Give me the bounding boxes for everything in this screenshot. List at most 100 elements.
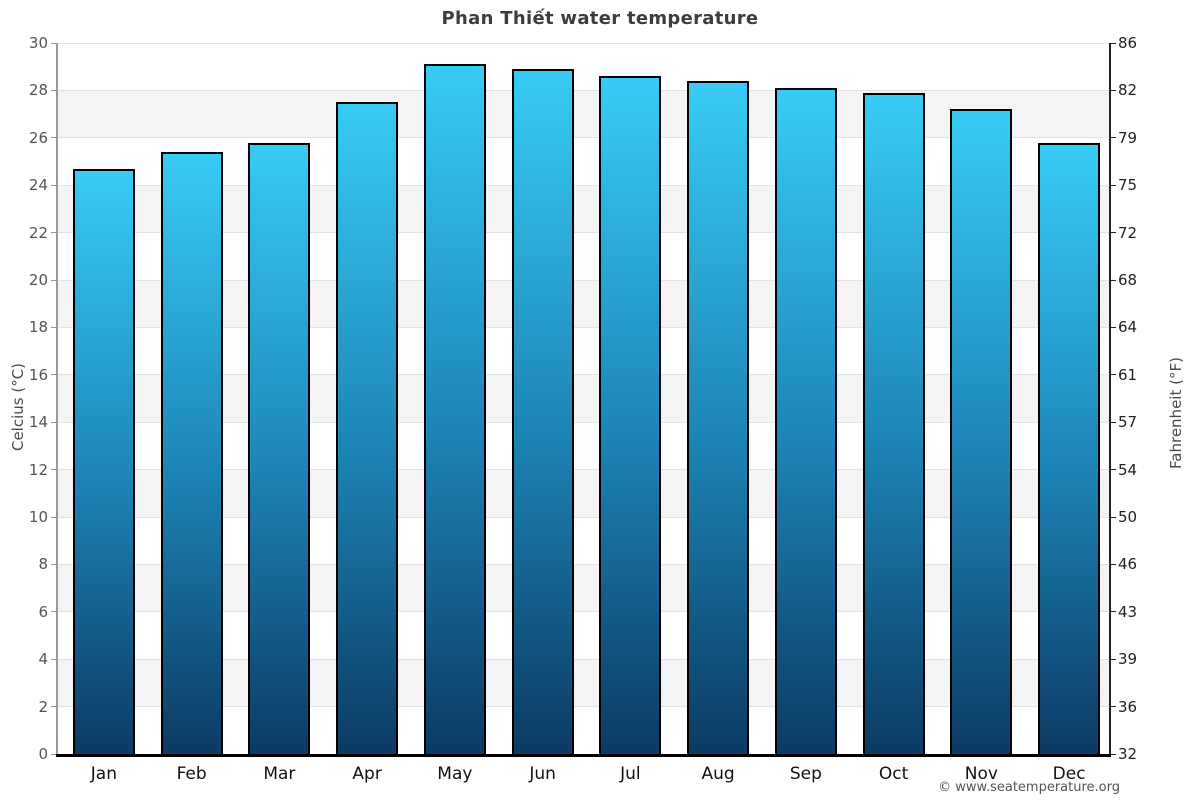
celsius-tick-label: 4 — [38, 650, 48, 669]
x-tick-label-jun: Jun — [529, 764, 556, 784]
celsius-tick-mark — [51, 706, 57, 708]
x-tick-label-jul: Jul — [620, 764, 641, 784]
copyright-text: © www.seatemperature.org — [938, 780, 1120, 795]
celsius-tick-mark — [51, 658, 57, 660]
plot-band — [57, 232, 1110, 280]
plot-band — [57, 422, 1110, 470]
celsius-tick-mark — [51, 374, 57, 376]
fahrenheit-tick-mark — [1110, 184, 1116, 186]
celsius-tick-mark — [51, 184, 57, 186]
gridline — [57, 374, 1110, 376]
x-tick-label-dec: Dec — [1052, 764, 1086, 784]
fahrenheit-tick-mark — [1110, 374, 1116, 376]
gridline — [57, 658, 1110, 660]
celsius-tick-label: 28 — [28, 81, 48, 100]
fahrenheit-tick-mark — [1110, 137, 1116, 139]
fahrenheit-tick-label: 32 — [1118, 745, 1138, 763]
x-tick-label-apr: Apr — [352, 764, 382, 784]
gridline — [57, 42, 1110, 44]
celsius-tick-label: 14 — [28, 413, 48, 432]
gridline — [57, 706, 1110, 708]
bar-oct — [862, 92, 925, 755]
x-tick-label-may: May — [437, 764, 473, 784]
plot-band — [57, 517, 1110, 565]
plot-band — [57, 185, 1110, 233]
plot-band — [57, 90, 1110, 138]
celsius-tick-mark — [51, 753, 57, 755]
fahrenheit-tick-mark — [1110, 658, 1116, 660]
fahrenheit-tick-mark — [1110, 563, 1116, 565]
bar-apr — [336, 102, 399, 755]
bar-mar — [248, 142, 311, 755]
bar-dec — [1038, 142, 1101, 755]
celsius-tick-mark — [51, 469, 57, 471]
fahrenheit-tick-label: 36 — [1118, 697, 1138, 716]
fahrenheit-tick-label: 79 — [1118, 128, 1138, 147]
x-tick-label-feb: Feb — [176, 764, 207, 784]
x-tick-label-nov: Nov — [964, 764, 998, 784]
celsius-tick-label: 26 — [28, 128, 48, 147]
bar-jul — [599, 76, 662, 755]
fahrenheit-tick-label: 39 — [1118, 650, 1138, 669]
gridline — [57, 611, 1110, 613]
celsius-tick-mark — [51, 326, 57, 328]
celsius-tick-mark — [51, 279, 57, 281]
celsius-tick-label: 20 — [28, 271, 48, 289]
plot-band — [57, 564, 1110, 612]
bar-nov — [950, 109, 1013, 755]
gridline — [57, 232, 1110, 234]
bottom-axis-line — [56, 754, 1111, 757]
plot-band — [57, 374, 1110, 423]
gridline — [57, 326, 1110, 328]
fahrenheit-tick-label: 82 — [1118, 81, 1138, 100]
fahrenheit-tick-mark — [1110, 611, 1116, 613]
fahrenheit-tick-mark — [1110, 232, 1116, 234]
celsius-tick-mark — [51, 421, 57, 423]
bar-jan — [72, 168, 135, 755]
plot-band — [57, 469, 1110, 517]
gridline — [57, 469, 1110, 471]
fahrenheit-tick-mark — [1110, 326, 1116, 328]
fahrenheit-tick-label: 68 — [1118, 271, 1138, 289]
fahrenheit-tick-mark — [1110, 279, 1116, 281]
x-tick-label-oct: Oct — [878, 764, 909, 784]
celsius-tick-label: 16 — [28, 365, 48, 384]
celsius-tick-label: 12 — [28, 460, 48, 479]
x-tick-label-sep: Sep — [789, 764, 822, 784]
gridline — [57, 184, 1110, 186]
celsius-tick-mark — [51, 232, 57, 234]
gridline — [57, 89, 1110, 91]
fahrenheit-tick-mark — [1110, 421, 1116, 423]
celsius-tick-mark — [51, 42, 57, 44]
fahrenheit-tick-label: 72 — [1118, 223, 1138, 242]
gridline — [57, 137, 1110, 139]
left-axis-line — [56, 43, 58, 754]
fahrenheit-axis-label: Fahrenheit (°F) — [1167, 356, 1185, 469]
plot-band — [57, 137, 1110, 186]
plot-band — [57, 611, 1110, 660]
x-tick-label-jan: Jan — [90, 764, 117, 784]
celsius-tick-label: 22 — [28, 223, 48, 242]
bar-jun — [511, 69, 574, 755]
bar-may — [423, 64, 486, 755]
gridline — [57, 516, 1110, 518]
x-tick-label-aug: Aug — [701, 764, 735, 784]
celsius-tick-label: 30 — [28, 34, 48, 52]
plot-band — [57, 706, 1110, 754]
fahrenheit-tick-label: 50 — [1118, 508, 1138, 526]
celsius-tick-label: 24 — [28, 176, 48, 195]
gridline — [57, 279, 1110, 281]
right-axis-line — [1109, 43, 1111, 754]
celsius-axis-label: Celcius (°C) — [9, 362, 27, 451]
bar-aug — [687, 80, 750, 755]
celsius-tick-mark — [51, 137, 57, 139]
plot-band — [57, 43, 1110, 91]
gridline — [57, 563, 1110, 565]
fahrenheit-tick-label: 86 — [1118, 34, 1138, 52]
fahrenheit-tick-label: 75 — [1118, 176, 1138, 195]
celsius-tick-mark — [51, 563, 57, 565]
celsius-tick-mark — [51, 89, 57, 91]
fahrenheit-tick-label: 43 — [1118, 602, 1138, 621]
bar-feb — [160, 152, 223, 755]
